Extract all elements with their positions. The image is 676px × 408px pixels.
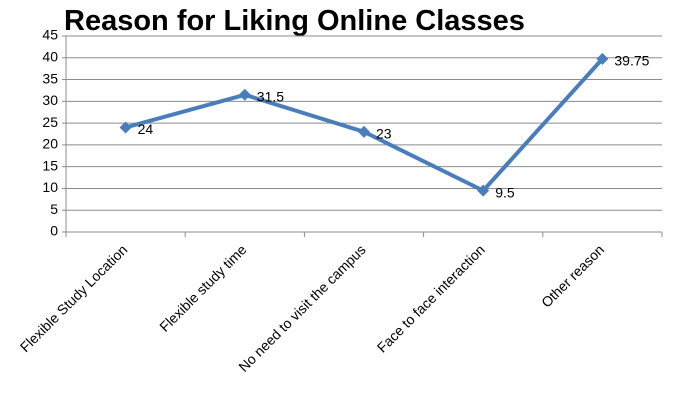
data-label: 23 (376, 126, 392, 142)
y-tick-label: 5 (50, 201, 58, 217)
data-point (119, 121, 132, 134)
y-tick-label: 10 (42, 179, 58, 195)
y-tick-label: 35 (42, 70, 58, 86)
x-tick-label: No need to visit the campus (235, 241, 368, 374)
y-tick-label: 30 (42, 92, 58, 108)
y-tick-label: 0 (50, 223, 58, 239)
x-tick-label: Other reason (538, 241, 607, 310)
y-tick-label: 25 (42, 114, 58, 130)
y-tick-label: 20 (42, 136, 58, 152)
data-label: 39.75 (614, 53, 649, 69)
y-tick-label: 15 (42, 157, 58, 173)
y-tick-label: 40 (42, 48, 58, 64)
data-line (125, 57, 604, 193)
data-point (596, 52, 609, 65)
x-tick-label: Flexible study time (156, 241, 249, 334)
chart-title: Reason for Liking Online Classes (64, 5, 525, 37)
x-tick-label: Face to face interaction (374, 241, 488, 355)
y-tick-label: 45 (42, 27, 58, 43)
data-label: 31.5 (257, 89, 284, 105)
data-point (477, 184, 490, 197)
data-point (238, 88, 251, 101)
x-tick-label: Flexible Study Location (17, 241, 131, 355)
data-point (358, 125, 370, 138)
data-label: 24 (138, 121, 154, 137)
data-label: 9.5 (495, 184, 515, 200)
